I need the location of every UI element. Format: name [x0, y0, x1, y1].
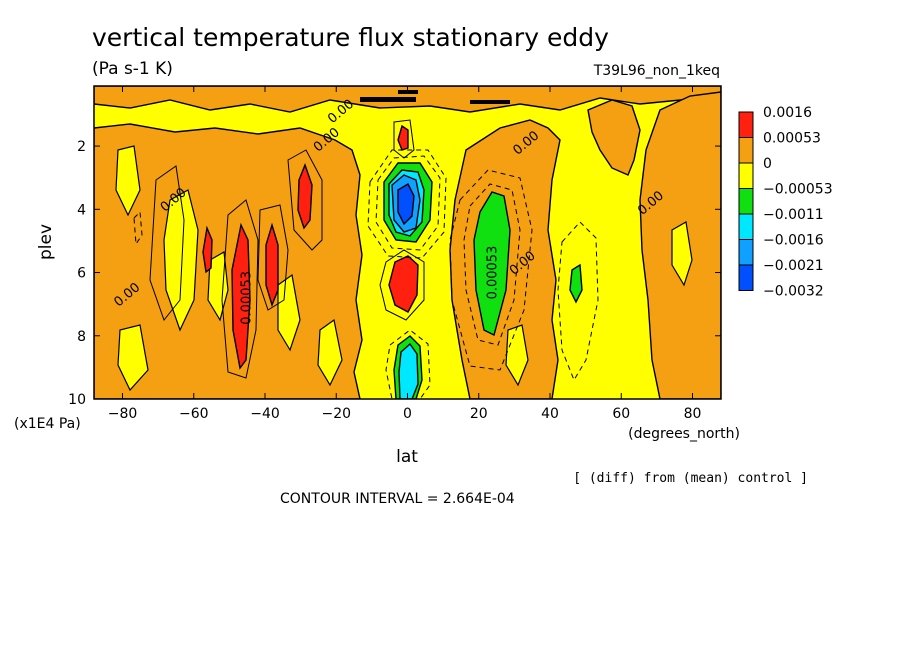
plot-area: 0.000.000.000.00 0.00053 0.00053 0.000.000.…	[94, 86, 721, 399]
positive-contours	[149, 119, 415, 379]
colorbar-swatch	[738, 137, 754, 164]
dashed-contours	[133, 149, 599, 399]
colorbar-swatch	[738, 111, 754, 138]
dashed-lat-25-outer	[449, 169, 533, 371]
colorbar-label: 0.0016	[763, 105, 812, 121]
y-axis-title: plev	[36, 224, 56, 260]
x-tick-label: −20	[321, 406, 351, 422]
colorbar-legend: 0.0016 0.00053 0 −0.00053 −0.0011 −0.0016 −0.0…	[738, 105, 833, 300]
colorbar-label: 0.00053	[763, 131, 821, 147]
y-tick-label: 10	[68, 392, 86, 408]
contour-label: 0.00053	[240, 271, 255, 325]
contour-lat-30	[287, 149, 323, 251]
yellow-gap-2	[115, 145, 141, 217]
y-tick-label: 6	[77, 266, 86, 282]
colorbar-label: 0	[763, 156, 772, 172]
colorbar-label: −0.0021	[763, 258, 824, 274]
x-axis: −80 −60 −40 −20 0 20 40 60 80	[108, 86, 702, 422]
yellow-gap-7	[505, 324, 529, 387]
x-tick-label: 60	[612, 406, 630, 422]
green-core-lat-25	[473, 191, 511, 337]
yellow-gap-5	[317, 318, 343, 387]
x-tick-label: 80	[684, 406, 702, 422]
cyan-core-equator-lower	[398, 342, 419, 399]
top-blob-1	[360, 97, 416, 102]
red-max-equator-upper	[397, 124, 409, 151]
dashed-lat-80	[133, 210, 143, 246]
x-tick-label: 20	[470, 406, 488, 422]
y-tick-label: 4	[77, 202, 86, 218]
dashed-lat-47	[557, 221, 599, 382]
orange-rim-equator	[379, 249, 425, 321]
red-max-lat-55	[202, 225, 213, 274]
contour-label: 0.00053	[486, 246, 501, 300]
colorbar-swatch	[738, 188, 754, 215]
yellow-gaps	[115, 145, 693, 392]
experiment-label: T39L96_non_1keq	[593, 63, 720, 79]
contour-equator-upper	[393, 119, 415, 159]
x-tick-label: −40	[250, 406, 280, 422]
negative-cores	[383, 162, 583, 399]
x-axis-units: (degrees_north)	[628, 426, 740, 442]
red-max-lat-47	[231, 222, 251, 370]
top-blob-3	[470, 100, 510, 104]
yellow-gap-1	[163, 189, 199, 332]
red-max-lat-28	[297, 163, 313, 230]
red-max-lat-38	[265, 222, 279, 308]
dashed-equator-upper-1	[375, 155, 441, 251]
x-tick-label: 40	[541, 406, 559, 422]
colorbar-swatch	[738, 239, 754, 266]
x-tick-label: −80	[108, 406, 138, 422]
colorbar-swatch	[738, 264, 754, 291]
yellow-gap-8	[671, 221, 693, 287]
dashed-lat-25-inner	[463, 183, 521, 346]
colorbar-label: −0.00053	[763, 182, 833, 198]
contour-interval: CONTOUR INTERVAL = 2.664E-04	[280, 491, 515, 507]
dashed-equator-lower	[385, 329, 431, 399]
yellow-gap-6	[117, 324, 149, 392]
dashed-equator-upper-2	[367, 149, 447, 259]
x-tick-label: 0	[403, 406, 412, 422]
colorbar-label: −0.0032	[763, 284, 824, 300]
deepblue-core-equator-upper	[397, 183, 415, 226]
orange-north-mid	[587, 99, 641, 176]
y-axis-units: (x1E4 Pa)	[14, 416, 81, 432]
contour-lat-38	[257, 204, 289, 311]
y-tick-label: 8	[77, 329, 86, 345]
y-axis: 2 4 6 8 10	[68, 139, 721, 408]
green-core-lat-47	[569, 263, 583, 304]
y-tick-label: 2	[77, 139, 86, 155]
colorbar-swatch	[738, 162, 754, 189]
yellow-gap-3	[207, 251, 229, 322]
orange-regions	[94, 86, 721, 399]
chart-units: (Pa s-1 K)	[92, 59, 173, 79]
yellow-gap-4	[277, 273, 301, 352]
contour-lat-72	[149, 165, 185, 322]
chart-title: vertical temperature flux stationary edd…	[92, 23, 609, 52]
x-axis-title: lat	[396, 447, 418, 467]
colorbar-swatch	[738, 213, 754, 240]
diff-note: [ (diff) from (mean) control ]	[573, 471, 808, 486]
colorbar-label: −0.0016	[763, 233, 824, 249]
contour-lat-45	[221, 199, 259, 379]
x-tick-label: −60	[179, 406, 209, 422]
colorbar-label: −0.0011	[763, 207, 824, 223]
red-maxima	[202, 124, 419, 370]
